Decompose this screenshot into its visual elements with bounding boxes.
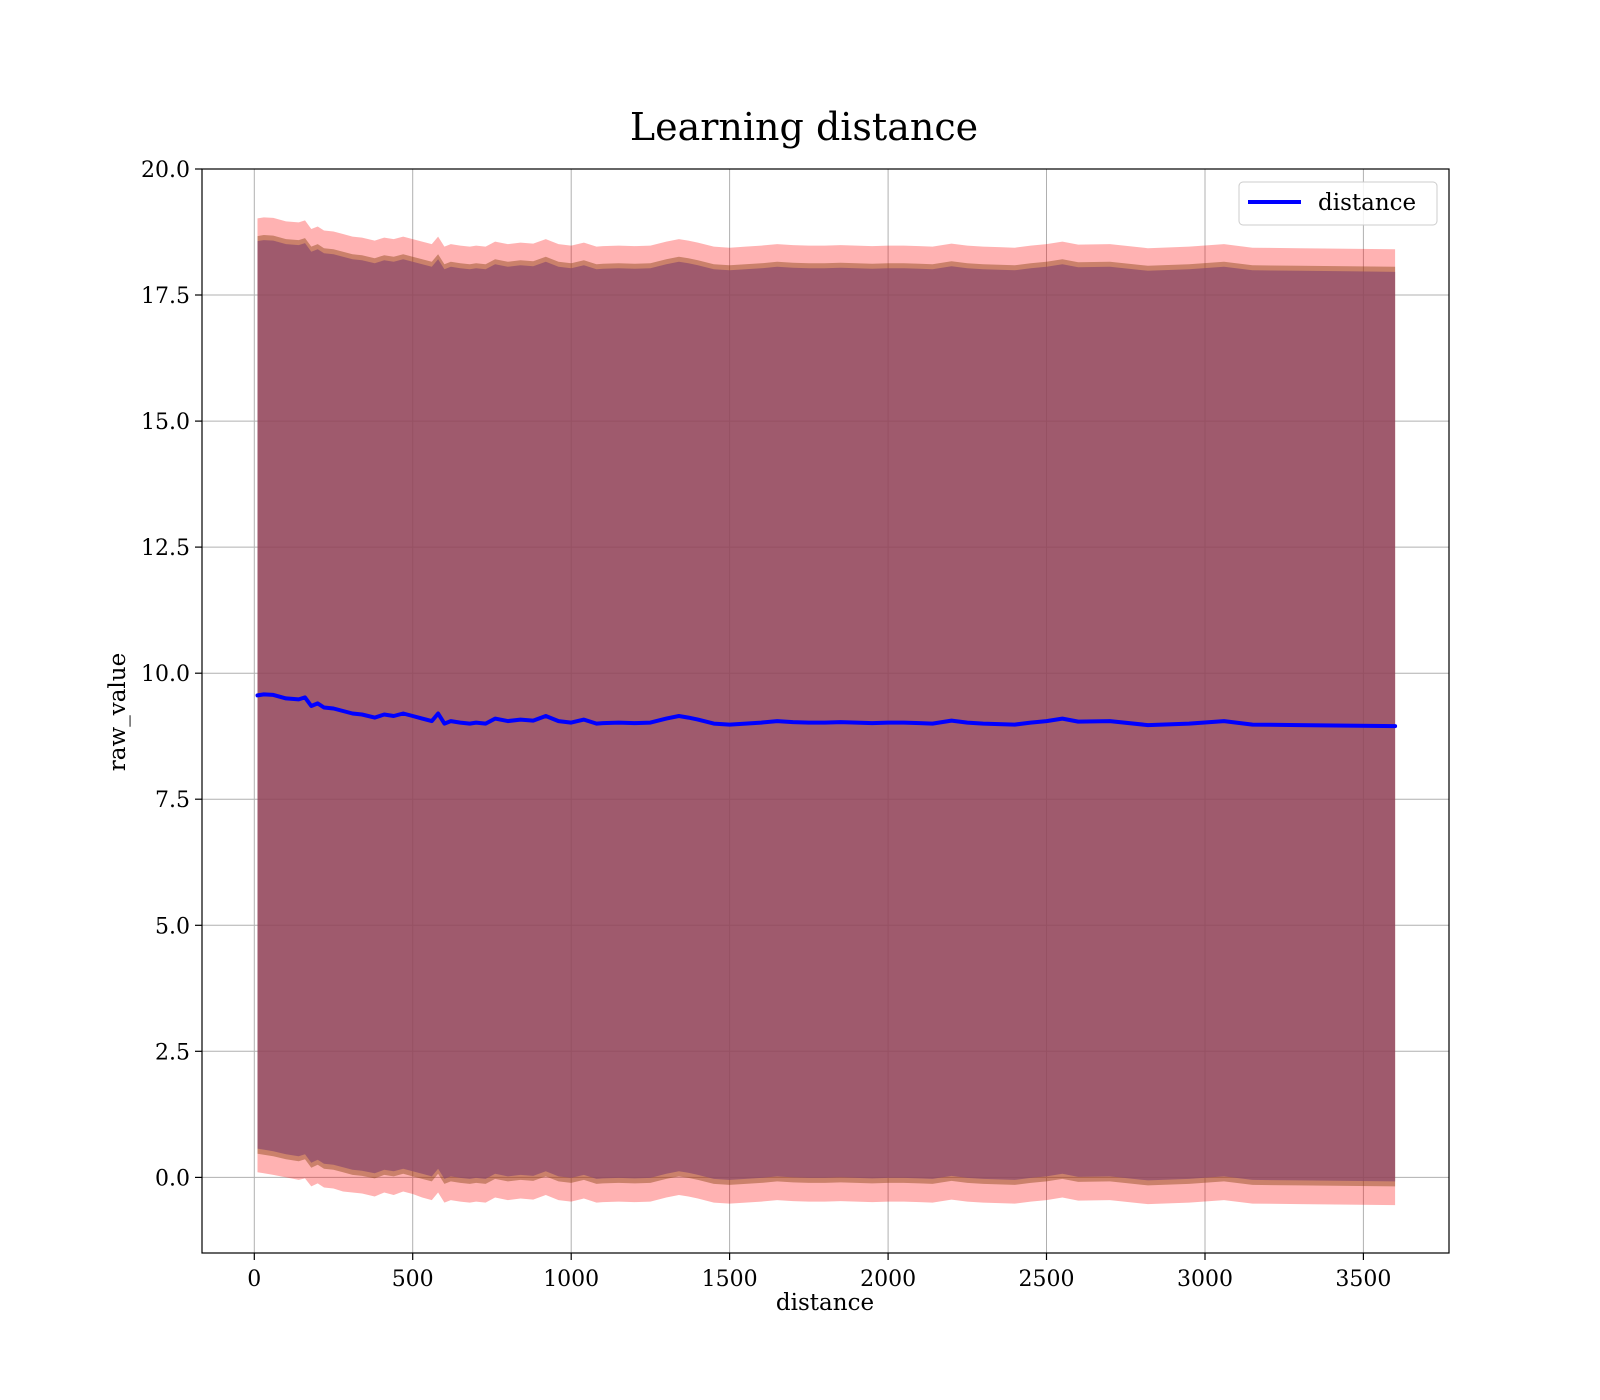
y-tick-label: 12.5 xyxy=(141,536,190,561)
confidence-bands xyxy=(257,217,1396,1206)
legend-box xyxy=(1238,181,1438,226)
series-lines xyxy=(255,692,1398,729)
y-axis-ticks: 0.0 2.5 5.0 7.5 10.0 12.5 15.0 17.5 20.0 xyxy=(141,158,202,1191)
x-tick-label: 0 xyxy=(247,1267,261,1292)
legend-label-distance: distance xyxy=(1318,190,1416,216)
x-tick-label: 3500 xyxy=(1335,1267,1391,1292)
confidence-band-2 xyxy=(257,240,1396,1182)
x-tick-label: 500 xyxy=(392,1267,434,1292)
x-tick-label: 1000 xyxy=(543,1267,599,1292)
y-tick-label: 10.0 xyxy=(141,662,190,687)
y-tick-label: 15.0 xyxy=(141,410,190,435)
x-tick-label: 1500 xyxy=(702,1267,758,1292)
x-tick-label: 2500 xyxy=(1019,1267,1075,1292)
y-tick-label: 0.0 xyxy=(155,1166,190,1191)
y-tick-label: 17.5 xyxy=(141,284,190,309)
y-tick-label: 2.5 xyxy=(155,1040,190,1065)
chart-title: Learning distance xyxy=(630,105,978,149)
plot-frame xyxy=(201,168,1450,1254)
y-tick-label: 5.0 xyxy=(155,914,190,939)
y-tick-label: 7.5 xyxy=(155,788,190,813)
x-tick-label: 2000 xyxy=(860,1267,916,1292)
x-axis-label: distance xyxy=(776,1290,874,1316)
y-tick-label: 20.0 xyxy=(141,158,190,183)
x-tick-label: 3000 xyxy=(1177,1267,1233,1292)
y-axis-label: raw_value xyxy=(105,653,131,771)
legend: distance xyxy=(1238,181,1438,226)
x-axis-ticks: 0 500 1000 1500 2000 2500 3000 3500 xyxy=(247,1253,1391,1292)
series-line-distance xyxy=(255,692,1398,729)
